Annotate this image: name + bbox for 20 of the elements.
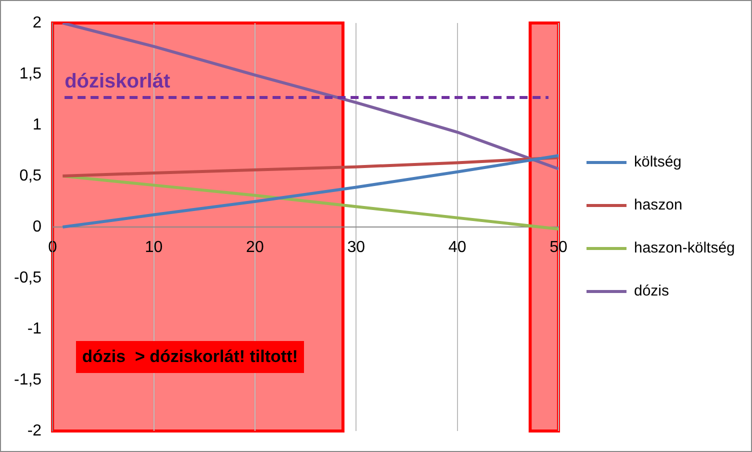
x-tick-label: 40	[448, 239, 466, 256]
legend-label: haszon-költség	[634, 240, 735, 257]
x-tick-label: 50	[550, 239, 568, 256]
y-tick-label: 2	[32, 14, 42, 32]
y-tick-label: 0,5	[19, 167, 42, 184]
y-tick-label: -0,5	[14, 269, 42, 286]
y-tick-label: -1,5	[14, 371, 42, 388]
legend-label: haszon	[634, 196, 682, 214]
y-tick-label: 1	[32, 116, 42, 134]
legend-label: költség	[634, 154, 682, 171]
x-tick-label: 10	[144, 239, 163, 256]
y-tick-label: -2	[27, 422, 42, 440]
x-tick-label: 30	[347, 239, 366, 256]
annotation: dózis > dóziskorlát! tiltott!	[76, 341, 304, 373]
x-tick-label: 20	[246, 239, 264, 256]
y-tick-label: 1,5	[19, 65, 42, 82]
legend-label: dózis	[634, 282, 670, 300]
ref-line-label: dóziskorlát	[64, 70, 170, 92]
y-tick-label: -1	[27, 320, 42, 338]
y-tick-label: 0	[32, 218, 42, 236]
